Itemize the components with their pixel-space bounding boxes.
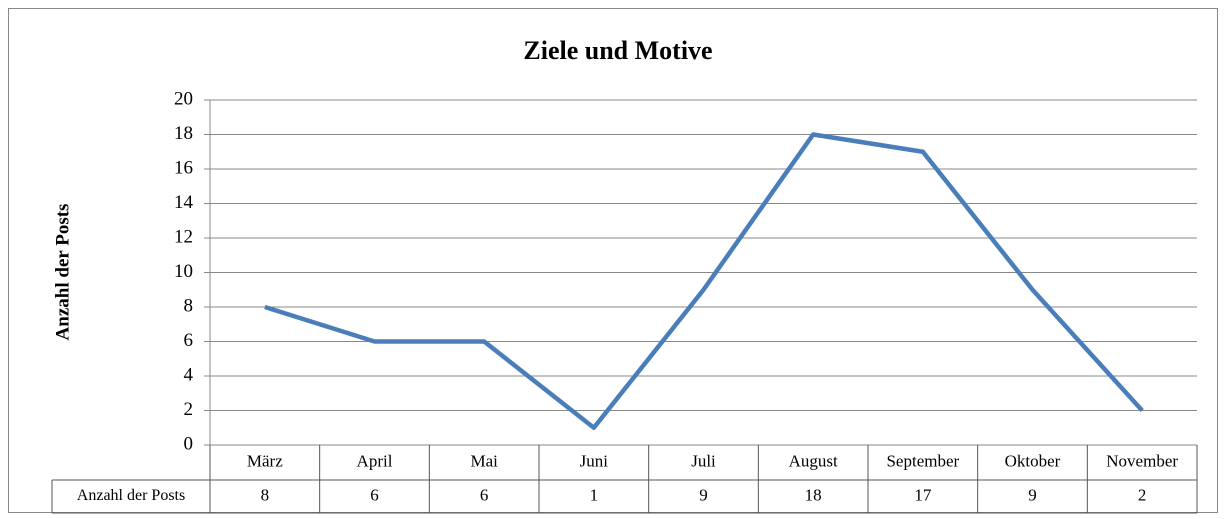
y-tick-label: 0 bbox=[184, 433, 194, 454]
table-value: 8 bbox=[261, 485, 270, 504]
x-tick-label: September bbox=[886, 451, 959, 470]
table-value: 9 bbox=[699, 485, 708, 504]
table-value: 2 bbox=[1138, 485, 1147, 504]
y-tick-label: 2 bbox=[184, 399, 194, 420]
table-value: 6 bbox=[480, 485, 489, 504]
y-tick-label: 18 bbox=[174, 123, 193, 144]
y-axis-label: Anzahl der Posts bbox=[52, 204, 73, 341]
y-tick-label: 16 bbox=[174, 157, 193, 178]
x-tick-label: Mai bbox=[470, 451, 498, 470]
y-tick-label: 8 bbox=[184, 295, 194, 316]
x-tick-label: April bbox=[357, 451, 393, 470]
x-tick-label: Oktober bbox=[1005, 451, 1061, 470]
y-tick-label: 4 bbox=[184, 364, 194, 385]
table-value: 17 bbox=[914, 485, 932, 504]
y-tick-label: 10 bbox=[174, 261, 193, 282]
table-row-label: Anzahl der Posts bbox=[77, 487, 185, 504]
x-tick-label: November bbox=[1106, 451, 1178, 470]
y-tick-label: 20 bbox=[174, 88, 193, 109]
x-tick-label: Juli bbox=[691, 451, 716, 470]
table-value: 6 bbox=[370, 485, 379, 504]
table-value: 1 bbox=[590, 485, 599, 504]
table-value: 18 bbox=[805, 485, 822, 504]
table-value: 9 bbox=[1028, 485, 1037, 504]
x-tick-label: August bbox=[789, 451, 838, 470]
x-tick-label: März bbox=[247, 451, 283, 470]
line-series bbox=[264, 132, 1144, 430]
chart-title: Ziele und Motive bbox=[523, 36, 712, 65]
y-tick-label: 12 bbox=[174, 226, 193, 247]
y-tick-label: 6 bbox=[184, 330, 194, 351]
y-tick-label: 14 bbox=[174, 192, 194, 213]
x-tick-label: Juni bbox=[580, 451, 609, 470]
